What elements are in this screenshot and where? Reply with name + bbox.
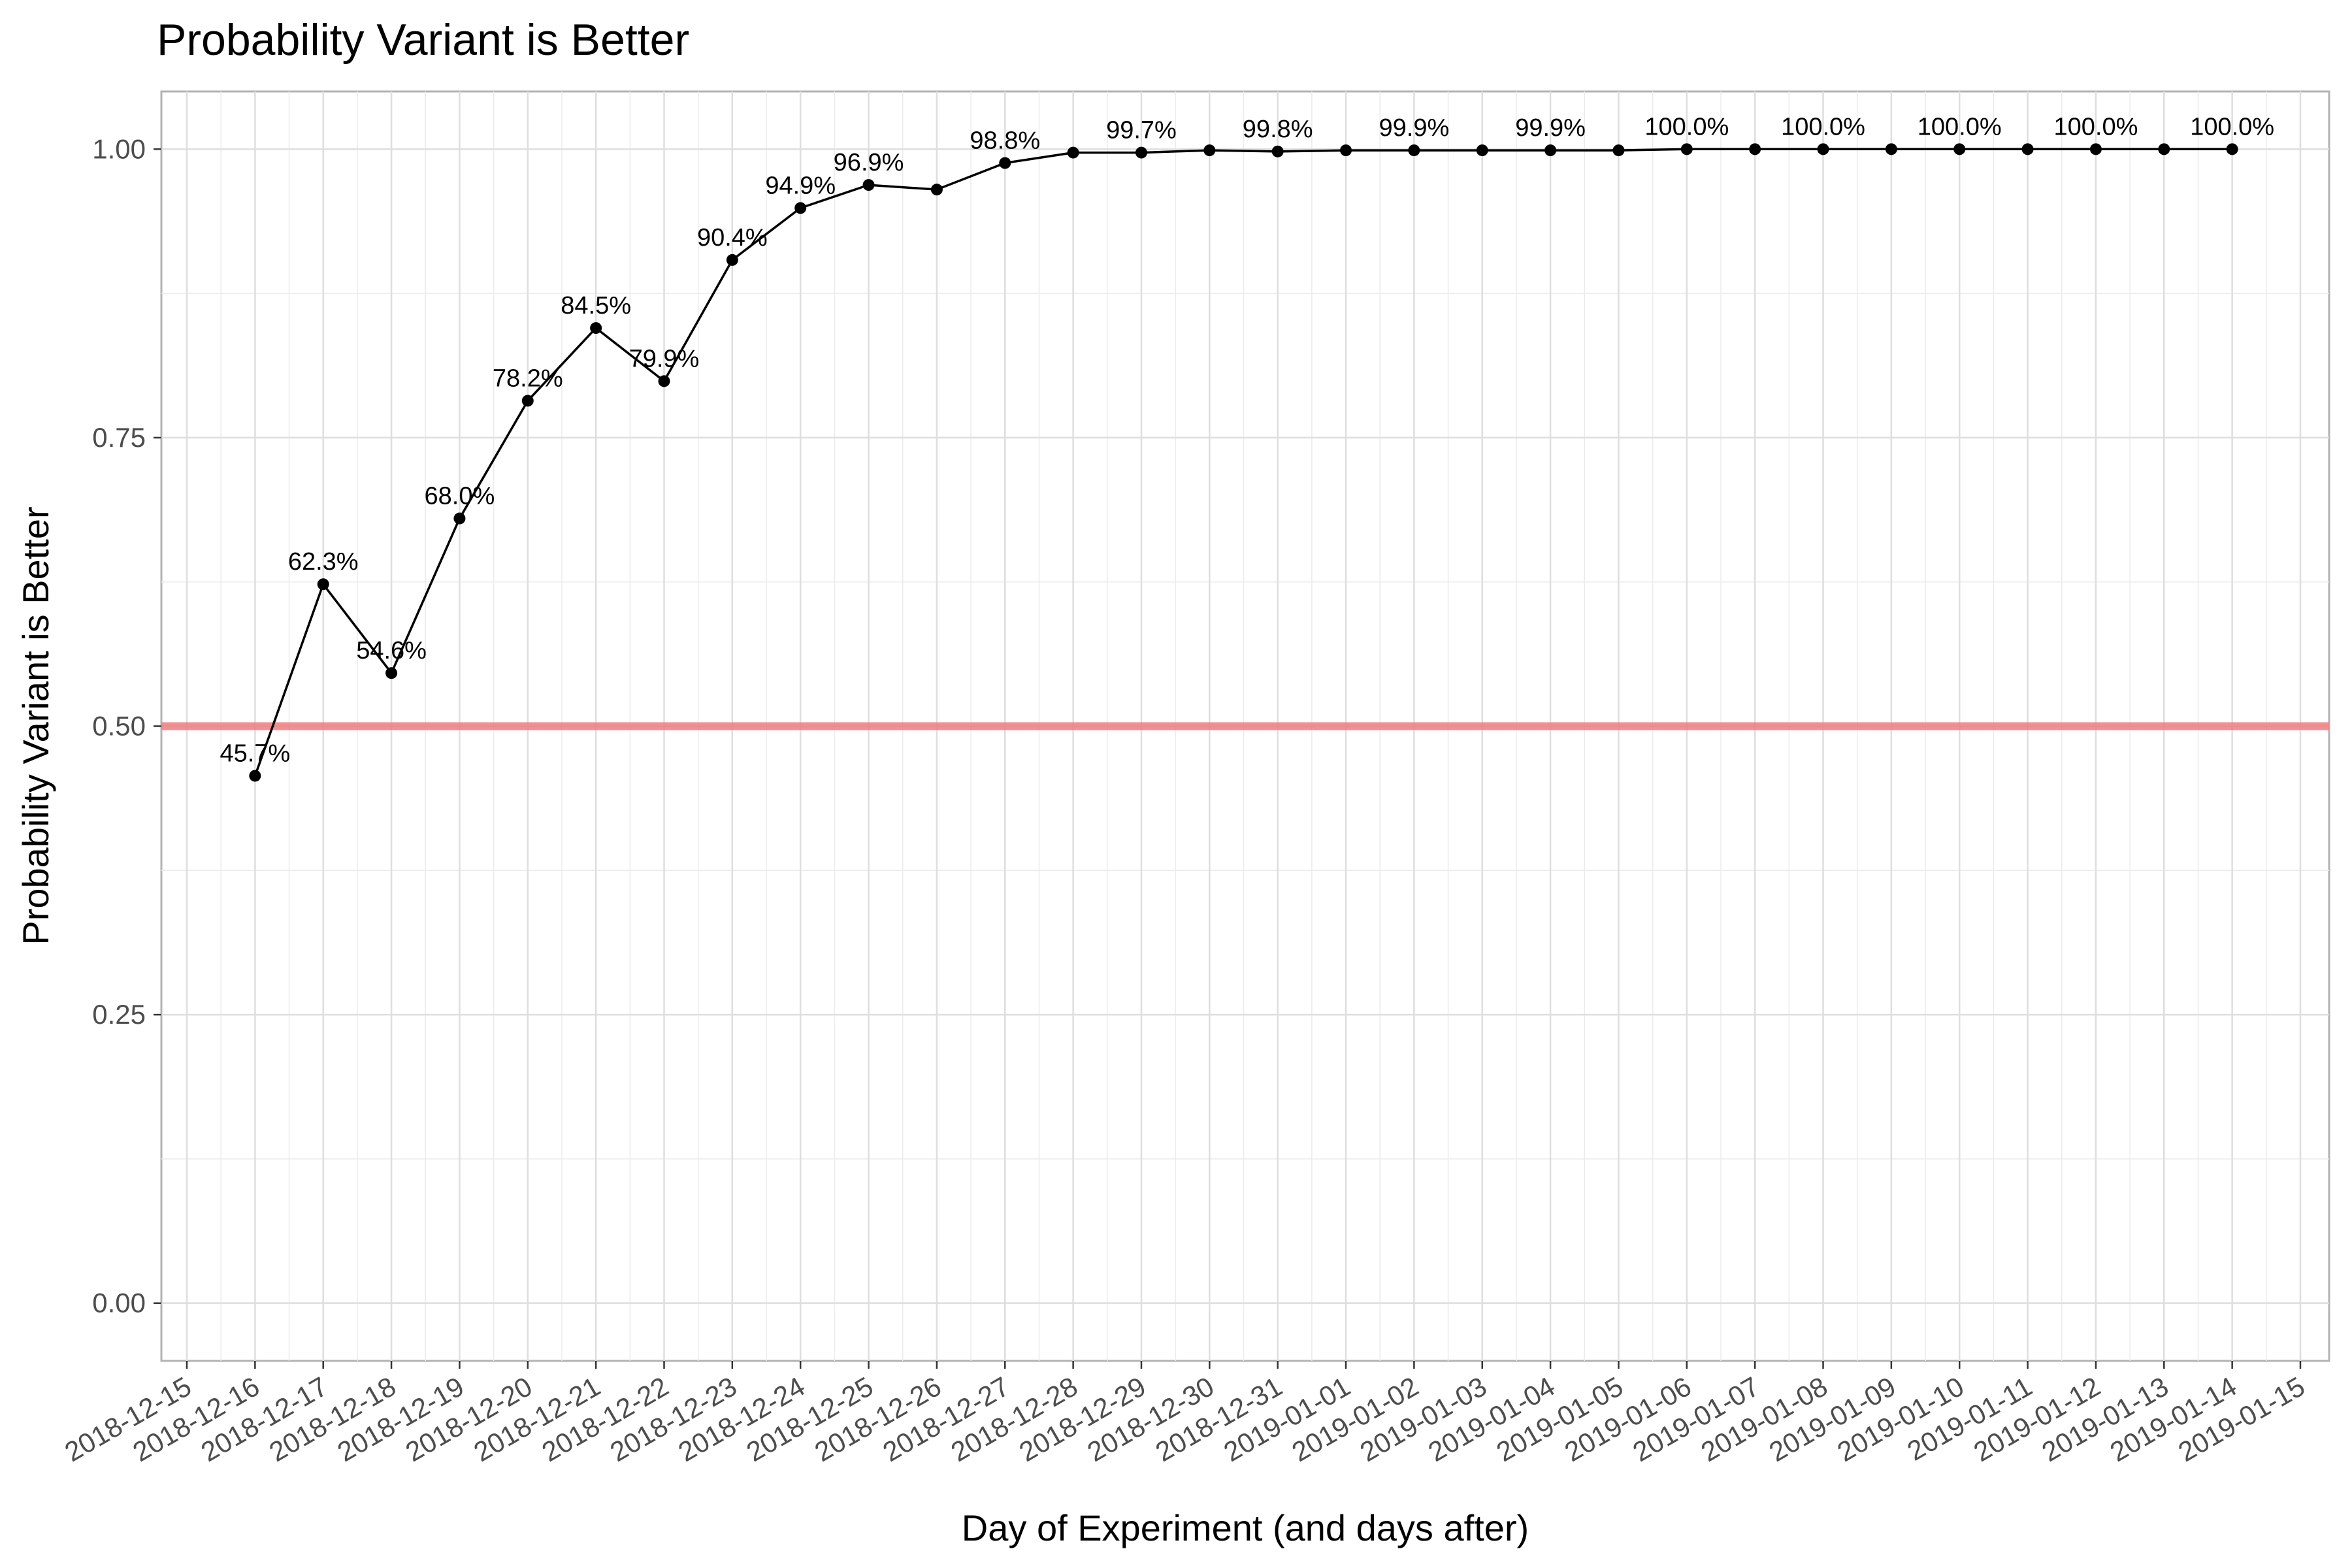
data-point xyxy=(317,578,329,591)
data-point xyxy=(1749,143,1761,155)
data-point xyxy=(1885,143,1897,155)
data-point xyxy=(453,512,466,525)
data-points xyxy=(249,143,2238,782)
data-point xyxy=(1476,144,1488,157)
data-label: 100.0% xyxy=(1918,113,2002,140)
x-axis-title: Day of Experiment (and days after) xyxy=(962,1507,1529,1548)
data-point xyxy=(249,770,261,782)
data-label: 68.0% xyxy=(425,483,495,510)
y-tick-label: 0.25 xyxy=(92,999,146,1030)
data-point xyxy=(1203,144,1216,157)
data-point xyxy=(1135,146,1147,159)
data-point xyxy=(590,322,602,335)
data-label: 98.8% xyxy=(970,127,1040,155)
data-point xyxy=(794,202,807,214)
y-axis-title: Probability Variant is Better xyxy=(15,506,56,945)
data-point xyxy=(1340,144,1352,157)
data-label: 84.5% xyxy=(561,292,631,319)
data-point xyxy=(1067,146,1079,159)
data-label: 100.0% xyxy=(1644,113,1729,140)
data-point xyxy=(999,157,1011,169)
data-label: 99.9% xyxy=(1515,114,1586,142)
data-point xyxy=(726,253,738,266)
data-label: 99.9% xyxy=(1379,114,1450,142)
data-label: 79.9% xyxy=(629,345,700,372)
data-point xyxy=(862,179,875,191)
data-point xyxy=(1544,144,1557,157)
data-label: 100.0% xyxy=(2053,113,2138,140)
data-point xyxy=(2226,143,2238,155)
data-point xyxy=(1271,145,1284,157)
data-point xyxy=(1680,143,1693,155)
data-label: 78.2% xyxy=(493,365,563,392)
y-tick-label: 1.00 xyxy=(92,133,146,164)
data-point xyxy=(2158,143,2170,155)
data-labels: 45.7% 62.3% 54.6% 68.0% 78.2% 84.5% 79.9% 90.4%… xyxy=(220,113,2274,767)
data-point xyxy=(658,375,670,387)
y-tick-label: 0.00 xyxy=(92,1288,146,1318)
data-label: 100.0% xyxy=(1781,113,1865,140)
data-label: 99.7% xyxy=(1106,117,1177,144)
data-point xyxy=(385,667,398,679)
y-tick-label: 0.75 xyxy=(92,422,146,453)
data-point xyxy=(1408,144,1420,157)
data-label: 62.3% xyxy=(288,548,359,576)
data-label: 90.4% xyxy=(697,224,768,252)
data-point xyxy=(1612,144,1625,157)
x-axis-ticks: 2018-12-152018-12-162018-12-172018-12-18… xyxy=(59,1361,2310,1467)
data-point xyxy=(2089,143,2102,155)
series-line xyxy=(253,148,2232,777)
data-point xyxy=(1953,143,1966,155)
data-point xyxy=(930,184,943,196)
y-tick-label: 0.50 xyxy=(92,711,146,742)
y-axis-ticks: 0.00 0.25 0.50 0.75 1.00 xyxy=(92,133,161,1318)
chart-title: Probability Variant is Better xyxy=(157,15,689,65)
data-label: 99.8% xyxy=(1243,116,1313,143)
data-point xyxy=(521,395,534,407)
data-label: 94.9% xyxy=(765,172,836,199)
data-point xyxy=(2021,143,2034,155)
data-label: 96.9% xyxy=(834,149,904,176)
data-label: 54.6% xyxy=(356,637,427,664)
data-label: 100.0% xyxy=(2190,113,2274,140)
data-label: 45.7% xyxy=(220,740,290,767)
data-point xyxy=(1817,143,1829,155)
